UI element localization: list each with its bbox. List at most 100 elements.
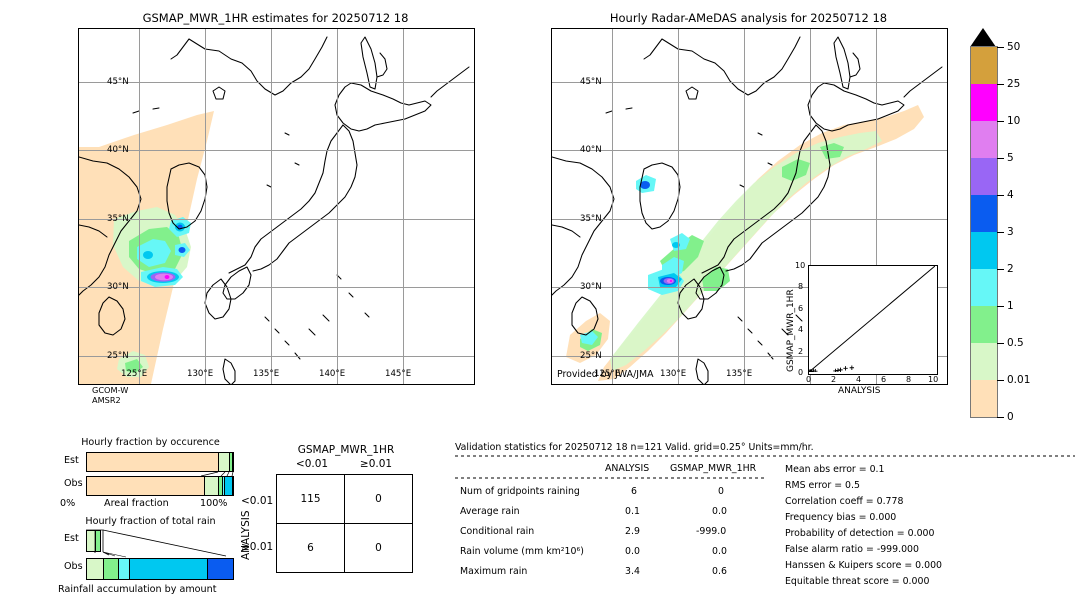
gridline-lat (79, 219, 474, 220)
colorbar-label: 4 (1007, 189, 1014, 201)
occurrence-bar-est[interactable] (86, 452, 234, 472)
validation-score-4: Probability of detection = 0.000 (785, 528, 935, 539)
contingency-cell-0-0: 115 (276, 474, 345, 524)
validation-row-gsmap-3: 0.0 (712, 546, 727, 557)
scatter-point (849, 365, 855, 370)
scatter-xtick: 8 (906, 375, 912, 384)
validation-row-analysis-1: 0.1 (625, 506, 640, 517)
right-panel-title: Hourly Radar-AMeDAS analysis for 2025071… (609, 11, 888, 25)
validation-row-label-1: Average rain (460, 506, 520, 517)
colorbar-tick (997, 158, 1004, 159)
scatter-point (843, 366, 848, 371)
scatter-point (835, 368, 841, 373)
colorbar-segment (971, 269, 997, 306)
validation-score-1: RMS error = 0.5 (785, 480, 860, 491)
amount-x-label: Rainfall accumulation by amount (58, 584, 217, 595)
gridline-lon (876, 29, 877, 384)
occurrence-x-min-label: 0% (60, 498, 76, 509)
colorbar-arrow-icon (970, 28, 996, 47)
scatter-canvas (807, 265, 936, 375)
gridline-lat (79, 150, 474, 151)
bar-segment (218, 477, 223, 495)
scatter-point (838, 367, 843, 373)
validation-dash-line-2 (455, 477, 765, 479)
lon-label: 135°E (253, 369, 280, 379)
bar-segment (222, 477, 225, 495)
colorbar-segment (971, 84, 997, 121)
colorbar-segment (971, 380, 997, 417)
bar-segment (228, 453, 232, 471)
scatter-xtick: 6 (881, 375, 887, 384)
lon-label: 145°E (385, 369, 412, 379)
scatter-ytick: 2 (798, 347, 804, 356)
validation-col-header-gsmap: GSMAP_MWR_1HR (670, 463, 757, 474)
lat-label: 30°N (580, 282, 602, 292)
contingency-cell-0-1: 0 (344, 474, 413, 524)
amount-bar-est[interactable] (86, 530, 102, 552)
colorbar-tick (997, 121, 1004, 122)
colorbar-tick (997, 269, 1004, 270)
occurrence-x-max-label: 100% (200, 498, 228, 509)
bar-segment-divider (203, 477, 205, 495)
left-map[interactable]: 45°N 40°N 35°N 30°N 25°N 125°E 130°E 135… (78, 28, 475, 385)
right-map-credit: Provided by JWA/JMA (557, 369, 654, 380)
contingency-row-header-0: <0.01 (241, 495, 274, 507)
colorbar-segment (971, 158, 997, 195)
lat-label: 35°N (107, 214, 129, 224)
contingency-cell-1-1: 0 (344, 523, 413, 573)
scatter-xtick: 4 (856, 375, 862, 384)
validation-score-2: Correlation coeff = 0.778 (785, 496, 904, 507)
gridline-lon (678, 29, 679, 384)
left-map-credit: GCOM-W AMSR2 (92, 385, 129, 405)
occurrence-bar-obs[interactable] (86, 476, 234, 496)
bar-segment (206, 559, 233, 579)
colorbar[interactable]: 50 25 10 5 4 3 2 1 0.5 0.01 0 (970, 41, 1030, 423)
bar-segment (87, 531, 96, 551)
validation-score-5: False alarm ratio = -999.000 (785, 544, 919, 555)
contingency-col-header-1: ≥0.01 (359, 458, 393, 470)
contingency-cell-1-0: 6 (276, 523, 345, 573)
colorbar-segment (971, 343, 997, 380)
occurrence-row-label-est: Est (64, 455, 79, 466)
scatter-ylabel: GSMAP_MWR_1HR (786, 289, 796, 372)
amount-row-label-est: Est (64, 533, 79, 544)
occurrence-connector-lines (200, 471, 234, 477)
colorbar-label: 2 (1007, 263, 1014, 275)
colorbar-label: 0.5 (1007, 337, 1024, 349)
scatter-xlabel: ANALYSIS (838, 386, 881, 396)
scatter-ytick: 10 (795, 261, 806, 270)
contingency-table[interactable]: 115 0 6 0 (276, 474, 413, 573)
right-map[interactable]: 45°N 40°N 35°N 30°N 25°N 125°E 130°E 135… (551, 28, 948, 385)
lat-label: 40°N (580, 145, 602, 155)
colorbar-label: 10 (1007, 115, 1021, 127)
bar-segment-divider (217, 453, 219, 471)
occurrence-x-label: Areal fraction (104, 498, 169, 509)
bar-segment-divider (228, 453, 230, 471)
colorbar-label: 1 (1007, 300, 1014, 312)
colorbar-label: 0 (1007, 411, 1014, 423)
lat-label: 45°N (107, 77, 129, 87)
colorbar-tick (997, 417, 1004, 418)
gridline-lon (744, 29, 745, 384)
colorbar-segment (971, 47, 997, 84)
validation-row-gsmap-2: -999.0 (696, 526, 727, 537)
colorbar-tick (997, 84, 1004, 85)
lat-label: 40°N (107, 145, 129, 155)
amount-bar-obs[interactable] (86, 558, 234, 580)
colorbar-segment (971, 121, 997, 158)
validation-row-label-3: Rain volume (mm km²10⁶) (460, 546, 584, 557)
validation-score-3: Frequency bias = 0.000 (785, 512, 897, 523)
left-map-canvas (79, 36, 470, 384)
gridline-lat (552, 356, 947, 357)
colorbar-segment (971, 232, 997, 269)
gridline-lat (79, 82, 474, 83)
gridline-lat (552, 219, 947, 220)
bar-segment (203, 477, 219, 495)
inset-scatter-plot[interactable] (807, 265, 938, 375)
occurrence-row-label-obs: Obs (64, 478, 83, 489)
gridline-lat (552, 82, 947, 83)
lon-label: 125°E (594, 369, 621, 379)
scatter-ytick: 8 (798, 282, 804, 291)
lat-label: 45°N (580, 77, 602, 87)
validation-col-header-analysis: ANALYSIS (605, 463, 650, 474)
